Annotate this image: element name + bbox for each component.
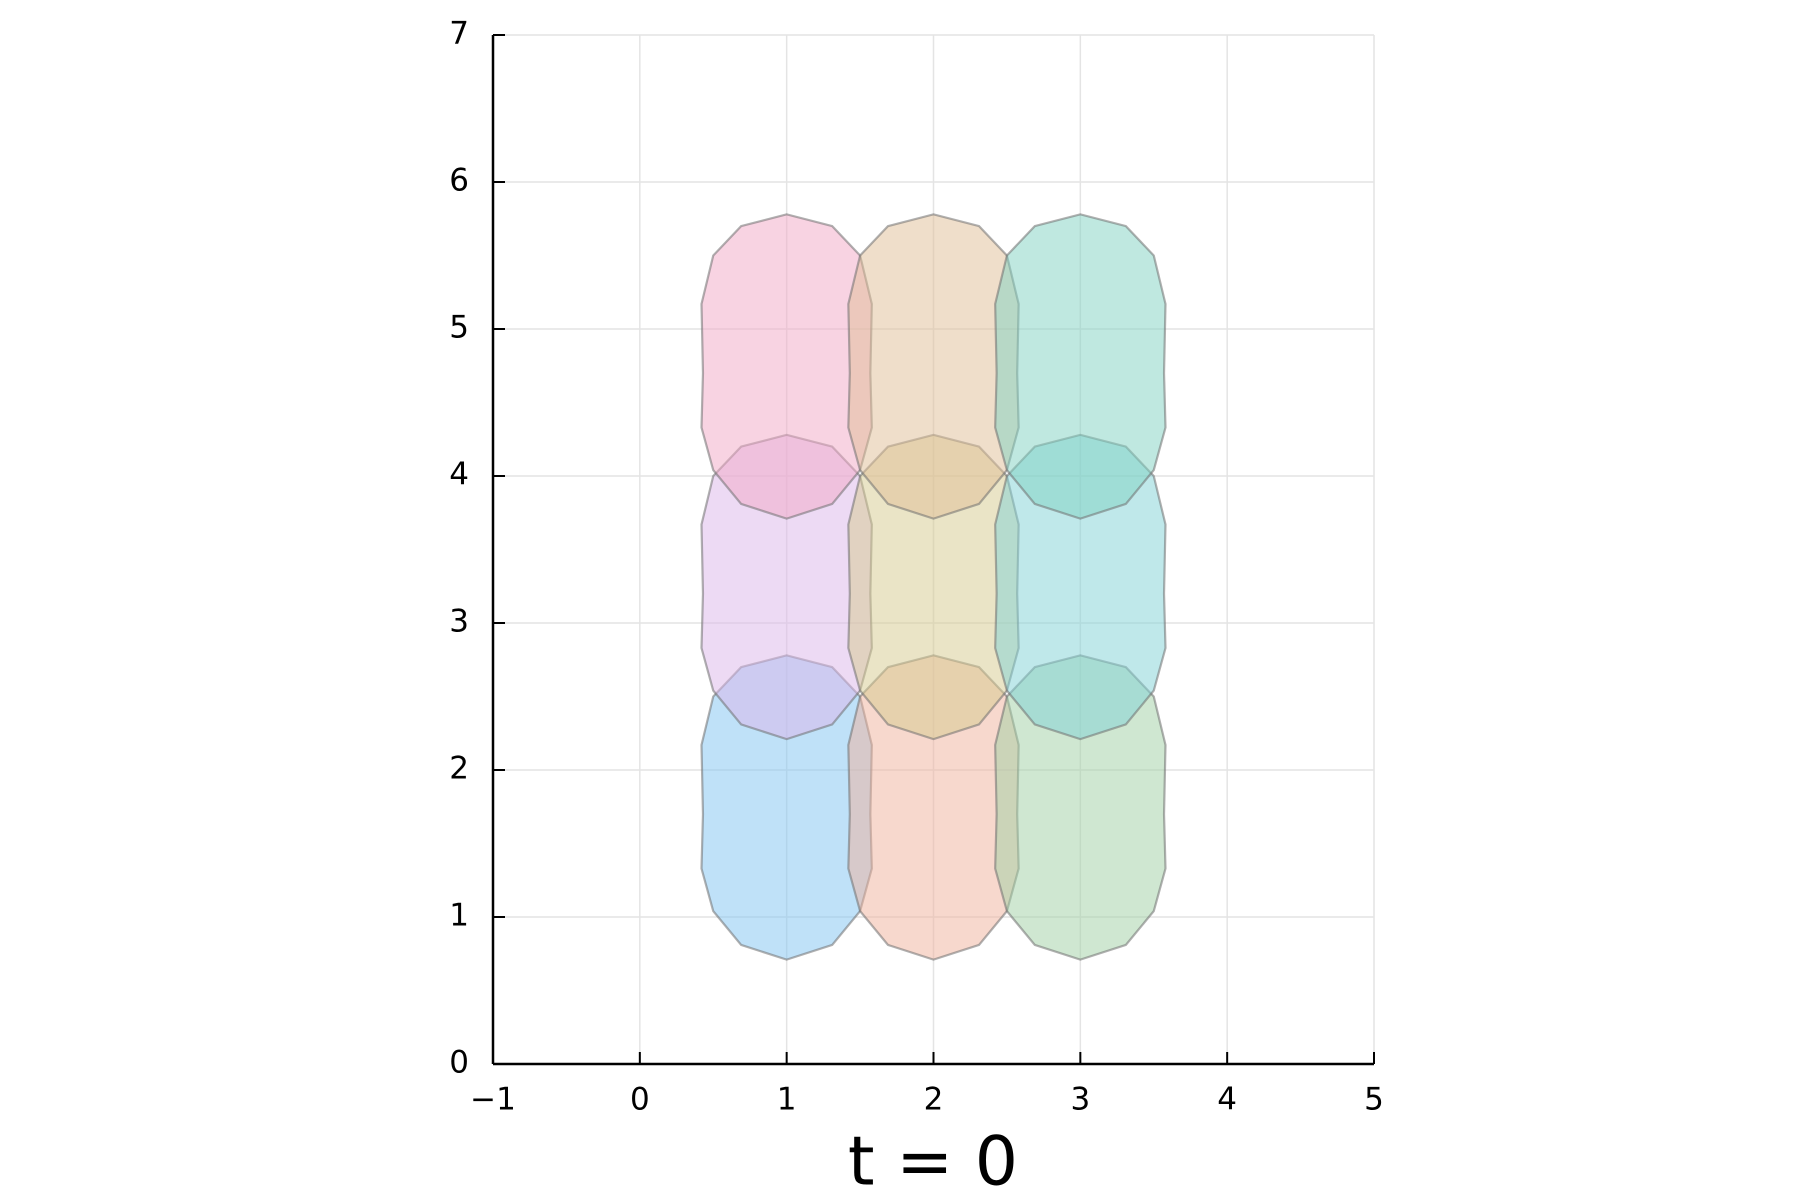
y-tick-label: 3: [449, 604, 469, 640]
y-tick-label: 7: [449, 16, 469, 52]
x-tick-label: 0: [630, 1082, 650, 1118]
x-tick-label: 3: [1070, 1082, 1090, 1118]
x-tick-label: −1: [470, 1082, 516, 1118]
y-tick-label: 6: [449, 163, 469, 199]
y-tick-label: 5: [449, 310, 469, 346]
y-tick-label: 4: [449, 457, 469, 493]
shape: [847, 213, 1020, 520]
x-tick-label: 4: [1217, 1082, 1237, 1118]
y-tick-label: 1: [449, 898, 469, 934]
shape: [994, 213, 1167, 520]
x-tick-label: 2: [924, 1082, 944, 1118]
shape: [700, 213, 873, 520]
y-tick-label: 0: [449, 1045, 469, 1081]
y-tick-label: 2: [449, 751, 469, 787]
x-tick-label: 1: [777, 1082, 797, 1118]
x-tick-label: 5: [1364, 1082, 1384, 1118]
x-axis-label: t = 0: [848, 1123, 1018, 1200]
